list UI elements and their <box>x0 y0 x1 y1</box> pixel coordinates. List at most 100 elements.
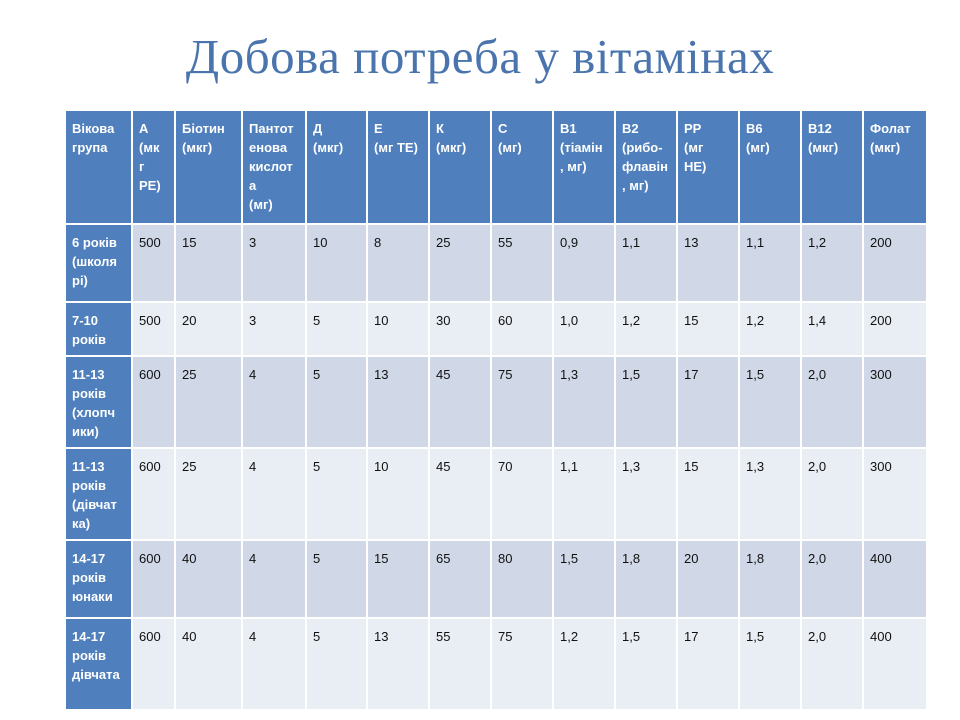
table-cell: 3 <box>241 301 307 357</box>
table-cell: 1,0 <box>552 301 616 357</box>
table-cell: 1,3 <box>738 447 802 541</box>
header-vitamin-e: Е (мг ТЕ) <box>366 109 430 225</box>
table-cell: 2,0 <box>800 355 864 449</box>
header-folate: Фолат (мкг) <box>862 109 928 225</box>
header-age-group: Вікова група <box>64 109 133 225</box>
table-cell: 75 <box>490 617 554 711</box>
row-age-group: 6 років (школя рі) <box>64 223 133 303</box>
table-cell: 4 <box>241 617 307 711</box>
header-vitamin-b6: В6 (мг) <box>738 109 802 225</box>
table-row: 6 років (школя рі) 500 15 3 10 8 25 55 0,9 1,1 13 1… <box>64 223 928 303</box>
table-cell: 600 <box>131 617 176 711</box>
row-age-group: 7-10 років <box>64 301 133 357</box>
table-cell: 1,5 <box>738 355 802 449</box>
table-cell: 13 <box>366 355 430 449</box>
table-cell: 5 <box>305 355 368 449</box>
header-vitamin-b2: В2 (рибо- флавін , мг) <box>614 109 678 225</box>
table-cell: 1,5 <box>614 617 678 711</box>
table-cell: 1,2 <box>738 301 802 357</box>
table-row: 7-10 років 500 20 3 5 10 30 60 1,0 1,2 15 1,2 1,4 200 <box>64 301 928 357</box>
table-cell: 300 <box>862 447 928 541</box>
table-cell: 13 <box>676 223 740 303</box>
table-cell: 2,0 <box>800 539 864 619</box>
table-cell: 3 <box>241 223 307 303</box>
table-header-row: Вікова група А (мк г РЕ) Біотин (мкг) Па… <box>64 109 928 225</box>
table-cell: 10 <box>366 301 430 357</box>
vitamin-table: Вікова група А (мк г РЕ) Біотин (мкг) Па… <box>64 109 928 711</box>
table-cell: 1,8 <box>614 539 678 619</box>
table-cell: 600 <box>131 539 176 619</box>
table-cell: 1,4 <box>800 301 864 357</box>
table-cell: 1,2 <box>614 301 678 357</box>
table-cell: 65 <box>428 539 492 619</box>
table-cell: 500 <box>131 301 176 357</box>
row-age-group: 11-13 років (хлопч ики) <box>64 355 133 449</box>
table-cell: 20 <box>676 539 740 619</box>
table-cell: 80 <box>490 539 554 619</box>
table-cell: 1,1 <box>738 223 802 303</box>
table-cell: 1,5 <box>738 617 802 711</box>
table-cell: 4 <box>241 355 307 449</box>
table-cell: 45 <box>428 447 492 541</box>
header-biotin: Біотин (мкг) <box>174 109 243 225</box>
table-cell: 5 <box>305 617 368 711</box>
header-vitamin-a: А (мк г РЕ) <box>131 109 176 225</box>
table-cell: 4 <box>241 539 307 619</box>
table-cell: 400 <box>862 617 928 711</box>
table-cell: 25 <box>174 355 243 449</box>
table-cell: 13 <box>366 617 430 711</box>
table-row: 11-13 років (дівчат ка) 600 25 4 5 10 45 70 1,1 1… <box>64 447 928 541</box>
table-cell: 55 <box>428 617 492 711</box>
table-cell: 1,5 <box>552 539 616 619</box>
table-cell: 40 <box>174 539 243 619</box>
table-cell: 1,3 <box>552 355 616 449</box>
slide-title: Добова потреба у вітамінах <box>185 29 775 84</box>
table-cell: 2,0 <box>800 447 864 541</box>
table-cell: 200 <box>862 223 928 303</box>
table-cell: 1,5 <box>614 355 678 449</box>
table-cell: 17 <box>676 355 740 449</box>
table-cell: 25 <box>428 223 492 303</box>
header-vitamin-b1: В1 (тіамін , мг) <box>552 109 616 225</box>
table-cell: 8 <box>366 223 430 303</box>
table-cell: 500 <box>131 223 176 303</box>
table-row: 14-17 років дівчата 600 40 4 5 13 55 75 1,2 1,5 17… <box>64 617 928 711</box>
table-cell: 1,2 <box>552 617 616 711</box>
table-cell: 200 <box>862 301 928 357</box>
header-vitamin-pp: РР (мг НЕ) <box>676 109 740 225</box>
table-cell: 10 <box>305 223 368 303</box>
table-cell: 20 <box>174 301 243 357</box>
table-cell: 15 <box>676 447 740 541</box>
table-cell: 1,3 <box>614 447 678 541</box>
header-vitamin-c: С (мг) <box>490 109 554 225</box>
header-vitamin-k: К (мкг) <box>428 109 492 225</box>
table-cell: 4 <box>241 447 307 541</box>
table-cell: 400 <box>862 539 928 619</box>
table-cell: 15 <box>366 539 430 619</box>
table-cell: 1,8 <box>738 539 802 619</box>
table-cell: 40 <box>174 617 243 711</box>
table-cell: 600 <box>131 447 176 541</box>
table-cell: 600 <box>131 355 176 449</box>
table-cell: 45 <box>428 355 492 449</box>
header-vitamin-b12: В12 (мкг) <box>800 109 864 225</box>
table-cell: 25 <box>174 447 243 541</box>
table-cell: 0,9 <box>552 223 616 303</box>
table-cell: 70 <box>490 447 554 541</box>
row-age-group: 11-13 років (дівчат ка) <box>64 447 133 541</box>
table-cell: 75 <box>490 355 554 449</box>
table-cell: 55 <box>490 223 554 303</box>
table-cell: 5 <box>305 447 368 541</box>
table-cell: 2,0 <box>800 617 864 711</box>
table-cell: 5 <box>305 539 368 619</box>
row-age-group: 14-17 років дівчата <box>64 617 133 711</box>
table-row: 11-13 років (хлопч ики) 600 25 4 5 13 45 75 1,3 1… <box>64 355 928 449</box>
header-pantothenic-acid: Пантот енова кислот а (мг) <box>241 109 307 225</box>
table-cell: 15 <box>676 301 740 357</box>
row-age-group: 14-17 років юнаки <box>64 539 133 619</box>
table-cell: 300 <box>862 355 928 449</box>
table-cell: 30 <box>428 301 492 357</box>
table-cell: 1,2 <box>800 223 864 303</box>
table-row: 14-17 років юнаки 600 40 4 5 15 65 80 1,5 1,8 20 1,… <box>64 539 928 619</box>
table-cell: 1,1 <box>614 223 678 303</box>
